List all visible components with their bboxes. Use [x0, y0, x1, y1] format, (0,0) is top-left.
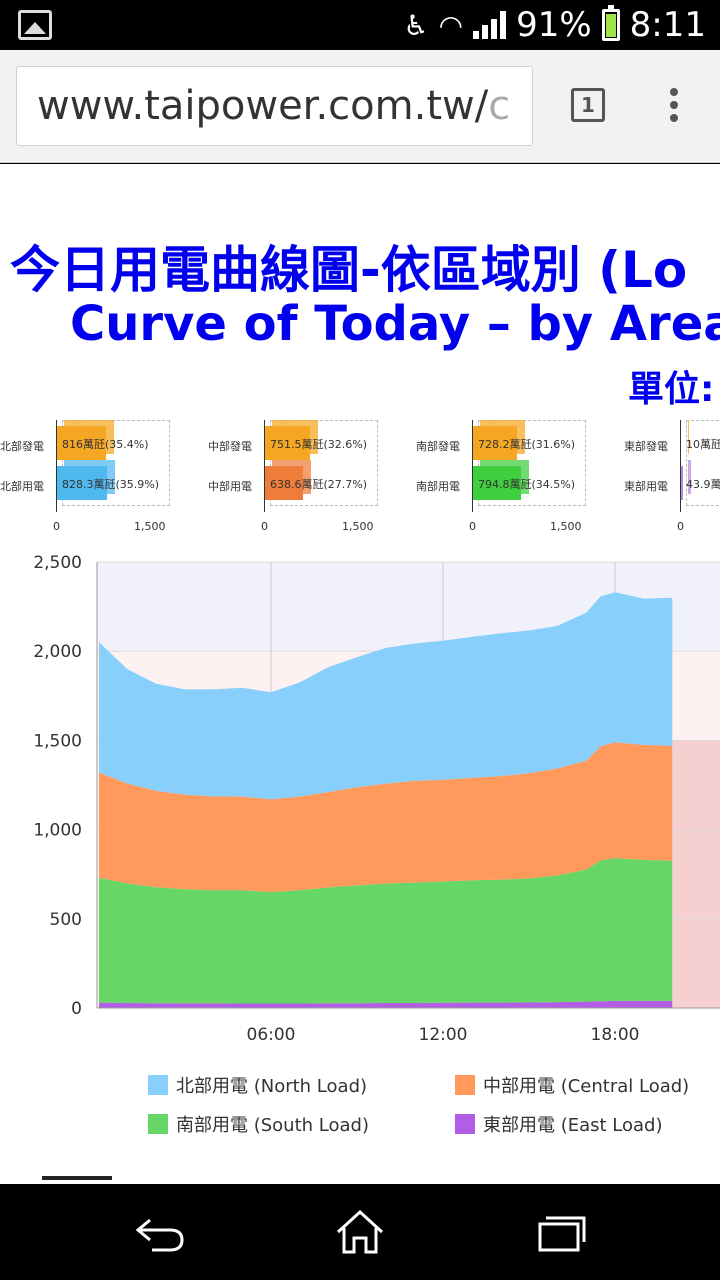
navigation-bar — [0, 1184, 720, 1280]
future-band — [672, 740, 720, 1008]
x-tick-label: 18:00 — [591, 1025, 640, 1045]
tick-label: 1,500 — [550, 520, 582, 533]
load-bar: 794.8萬瓩(34.5%) — [472, 466, 575, 500]
load-label: 東部用電 — [624, 480, 668, 493]
x-tick-label: 06:00 — [247, 1025, 296, 1045]
y-tick-label: 2,500 — [33, 554, 82, 573]
x-tick-label: 12:00 — [419, 1025, 468, 1045]
page-title-line2: Curve of Today – by Area) — [70, 296, 720, 352]
y-tick-label: 500 — [50, 910, 82, 930]
chart-frame — [62, 420, 170, 506]
load-value: 638.6萬瓩(27.7%) — [270, 478, 368, 491]
tick-label: 0 — [677, 520, 684, 533]
web-content: 今日用電曲線圖-依區域別 (Lo Curve of Today – by Are… — [0, 164, 720, 1184]
load-label: 中部用電 — [208, 480, 252, 493]
legend-item[interactable]: 東部用電 (East Load) — [455, 1111, 663, 1137]
accessibility-icon: ♿ — [403, 8, 429, 42]
axis-line — [680, 420, 681, 512]
wifi-icon: ◠ — [438, 8, 464, 42]
clock: 8:11 — [629, 5, 706, 45]
tick-label: 0 — [261, 520, 268, 533]
tick-label: 0 — [53, 520, 60, 533]
gen-bar: 728.2萬瓩(31.6%) — [472, 426, 575, 460]
url-text: www.taipower.com.tw/ — [37, 83, 489, 129]
legend-item[interactable]: 南部用電 (South Load) — [148, 1111, 369, 1137]
load-label: 北部用電 — [0, 480, 44, 493]
load-value: 43.9萬瓩 — [686, 478, 720, 491]
chart-frame — [270, 420, 378, 506]
area-series-1 — [99, 858, 673, 1004]
home-icon[interactable] — [330, 1204, 390, 1260]
axis-line — [264, 420, 265, 512]
legend-label: 中部用電 (Central Load) — [483, 1076, 690, 1097]
browser-toolbar: www.taipower.com.tw/c 1 — [0, 50, 720, 163]
url-field[interactable]: www.taipower.com.tw/c — [16, 66, 533, 146]
region-chart-1: 中部發電 751.5萬瓩(32.6%) 中部用電 638.6萬瓩(27.7%) 0 1,5… — [193, 414, 393, 544]
gen-label: 東部發電 — [624, 440, 668, 453]
battery-percent: 91% — [516, 5, 592, 45]
page-title-line1: 今日用電曲線圖-依區域別 (Lo — [10, 241, 688, 299]
y-tick-label: 1,500 — [33, 731, 82, 751]
y-tick-label: 0 — [71, 999, 82, 1019]
battery-icon — [601, 5, 620, 41]
legend-label: 東部用電 (East Load) — [483, 1115, 663, 1136]
chart-frame — [478, 420, 586, 506]
axis-line — [472, 420, 473, 512]
chart-frame — [686, 420, 720, 506]
legend-label: 北部用電 (North Load) — [176, 1076, 368, 1097]
axis-line — [56, 420, 57, 512]
load-bar: 43.9萬瓩 — [680, 466, 720, 500]
status-bar: ♿ ◠ 91% 8:11 — [0, 0, 720, 50]
gen-label: 南部發電 — [416, 440, 460, 453]
legend-swatch — [148, 1114, 168, 1134]
back-icon[interactable] — [130, 1204, 190, 1260]
gen-label: 北部發電 — [0, 440, 44, 453]
legend-item[interactable]: 中部用電 (Central Load) — [455, 1072, 689, 1098]
legend-swatch — [148, 1075, 168, 1095]
url-text-faded: c — [488, 83, 511, 129]
gen-value: 728.2萬瓩(31.6%) — [478, 438, 576, 451]
load-bar: 828.3萬瓩(35.9%) — [56, 466, 159, 500]
legend-item[interactable]: 北部用電 (North Load) — [148, 1072, 367, 1098]
y-tick-label: 1,000 — [33, 821, 82, 841]
region-chart-0: 北部發電 816萬瓩(35.4%) 北部用電 828.3萬瓩(35.9%) 0 1,500 — [0, 414, 185, 544]
image-notification-icon — [18, 10, 52, 40]
overflow-menu-icon[interactable] — [668, 88, 680, 126]
gen-bar: 816萬瓩(35.4%) — [56, 426, 149, 460]
gen-label: 中部發電 — [208, 440, 252, 453]
area-series-3 — [99, 592, 673, 800]
gen-bar: 751.5萬瓩(32.6%) — [264, 426, 367, 460]
legend-label: 南部用電 (South Load) — [176, 1115, 369, 1136]
legend-swatch — [455, 1114, 475, 1134]
y-tick-label: 2,000 — [33, 642, 82, 662]
load-value: 828.3萬瓩(35.9%) — [62, 478, 160, 491]
tick-label: 1,500 — [342, 520, 374, 533]
unit-label: 單位: — [628, 369, 715, 410]
legend-swatch — [455, 1075, 475, 1095]
area-series-2 — [99, 742, 673, 892]
tab-switcher-button[interactable]: 1 — [571, 88, 605, 122]
gen-value: 751.5萬瓩(32.6%) — [270, 438, 368, 451]
gen-value: 816萬瓩(35.4%) — [62, 438, 149, 451]
signal-icon — [473, 11, 507, 39]
load-bar: 638.6萬瓩(27.7%) — [264, 466, 367, 500]
load-area-chart: 0 500 1,000 1,500 2,000 2,500 06:00 12:00 18:00 — [33, 554, 720, 1045]
area-series-0 — [99, 1000, 673, 1008]
next-section-heading — [42, 1176, 112, 1184]
status-icons: ♿ ◠ 91% 8:11 — [404, 4, 706, 46]
gen-value: 10萬瓩 — [686, 438, 720, 451]
recent-apps-icon[interactable] — [532, 1204, 592, 1260]
load-label: 南部用電 — [416, 480, 460, 493]
load-value: 794.8萬瓩(34.5%) — [478, 478, 576, 491]
chart-legend: 北部用電 (North Load) 中部用電 (Central Load) 南部用電… — [0, 1064, 720, 1164]
tick-label: 1,500 — [134, 520, 166, 533]
tick-label: 0 — [469, 520, 476, 533]
region-chart-2: 南部發電 728.2萬瓩(31.6%) 南部用電 794.8萬瓩(34.5%) 0 1,5… — [401, 414, 601, 544]
